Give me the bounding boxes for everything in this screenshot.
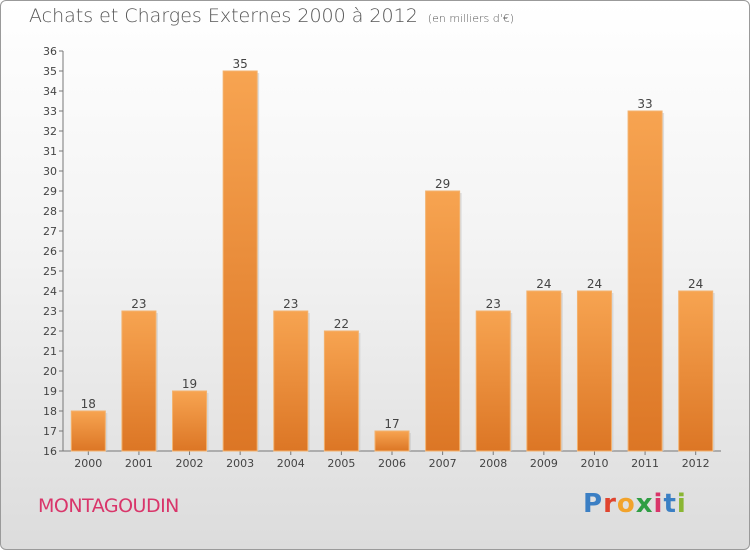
bars: 18 23 19 35 23 22 17 29 23 24 24 33 24: [70, 57, 715, 452]
logo-letter: o: [616, 489, 636, 519]
data-label: 23: [131, 297, 146, 311]
bar-2000: [70, 410, 106, 452]
data-label: 23: [486, 297, 501, 311]
logo-letter: r: [603, 489, 617, 519]
data-label: 33: [637, 97, 652, 111]
logo-letter: P: [583, 489, 604, 519]
bar-2011: [627, 110, 663, 452]
x-tick-label: 2004: [277, 457, 305, 470]
x-tick-label: 2003: [226, 457, 254, 470]
data-label: 23: [283, 297, 298, 311]
y-tick-label: 22: [43, 325, 57, 338]
x-tick-label: 2012: [682, 457, 710, 470]
y-tick-label: 27: [43, 225, 57, 238]
x-tick-label: 2002: [176, 457, 204, 470]
bar-2002: [172, 390, 208, 452]
y-tick-label: 29: [43, 185, 57, 198]
proxiti-logo: Proxiti: [583, 489, 687, 519]
chart-title: Achats et Charges Externes 2000 à 2012 (e…: [29, 5, 514, 27]
bar-2006: [374, 430, 410, 452]
logo-letter: t: [663, 489, 677, 519]
y-tick-label: 19: [43, 385, 57, 398]
chart-title-text: Achats et Charges Externes 2000 à 2012: [29, 5, 418, 27]
y-tick-label: 18: [43, 405, 57, 418]
bar-2007: [425, 190, 461, 452]
y-tick-label: 16: [43, 445, 57, 458]
data-label: 19: [182, 377, 197, 391]
data-label: 35: [233, 57, 248, 71]
y-tick-label: 34: [43, 85, 57, 98]
y-tick-label: 23: [43, 305, 57, 318]
x-tick-label: 2006: [378, 457, 406, 470]
chart-unit: (en milliers d'€): [427, 12, 515, 25]
y-tick-label: 36: [43, 45, 57, 58]
y-tick-label: 32: [43, 125, 57, 138]
y-tick-label: 17: [43, 425, 57, 438]
y-tick-label: 24: [43, 285, 57, 298]
x-tick-label: 2010: [580, 457, 608, 470]
data-label: 22: [334, 317, 349, 331]
x-tick-label: 2005: [327, 457, 355, 470]
data-label: 18: [81, 397, 96, 411]
logo-letter: i: [653, 489, 664, 519]
data-label: 24: [536, 277, 551, 291]
data-label: 17: [384, 417, 399, 431]
y-tick-label: 31: [43, 145, 57, 158]
bar-2001: [121, 310, 157, 452]
x-tick-label: 2001: [125, 457, 153, 470]
logo-letter: i: [676, 489, 687, 519]
logo-letter: x: [635, 489, 654, 519]
y-tick-label: 33: [43, 105, 57, 118]
x-tick-label: 2007: [429, 457, 457, 470]
bar-2005: [323, 330, 359, 452]
bar-2010: [576, 290, 612, 452]
data-label: 24: [688, 277, 703, 291]
bar-2003: [222, 70, 258, 452]
bar-2012: [678, 290, 714, 452]
x-tick-label: 2000: [74, 457, 102, 470]
y-tick-label: 28: [43, 205, 57, 218]
bar-2004: [273, 310, 309, 452]
y-tick-label: 30: [43, 165, 57, 178]
x-tick-label: 2011: [631, 457, 659, 470]
bar-2009: [526, 290, 562, 452]
x-tick-label: 2009: [530, 457, 558, 470]
y-tick-label: 25: [43, 265, 57, 278]
y-tick-label: 35: [43, 65, 57, 78]
data-label: 24: [587, 277, 602, 291]
data-label: 29: [435, 177, 450, 191]
x-tick-label: 2008: [479, 457, 507, 470]
y-tick-label: 26: [43, 245, 57, 258]
y-tick-label: 20: [43, 365, 57, 378]
y-tick-label: 21: [43, 345, 57, 358]
location-name: MONTAGOUDIN: [38, 495, 179, 517]
bar-2008: [475, 310, 511, 452]
